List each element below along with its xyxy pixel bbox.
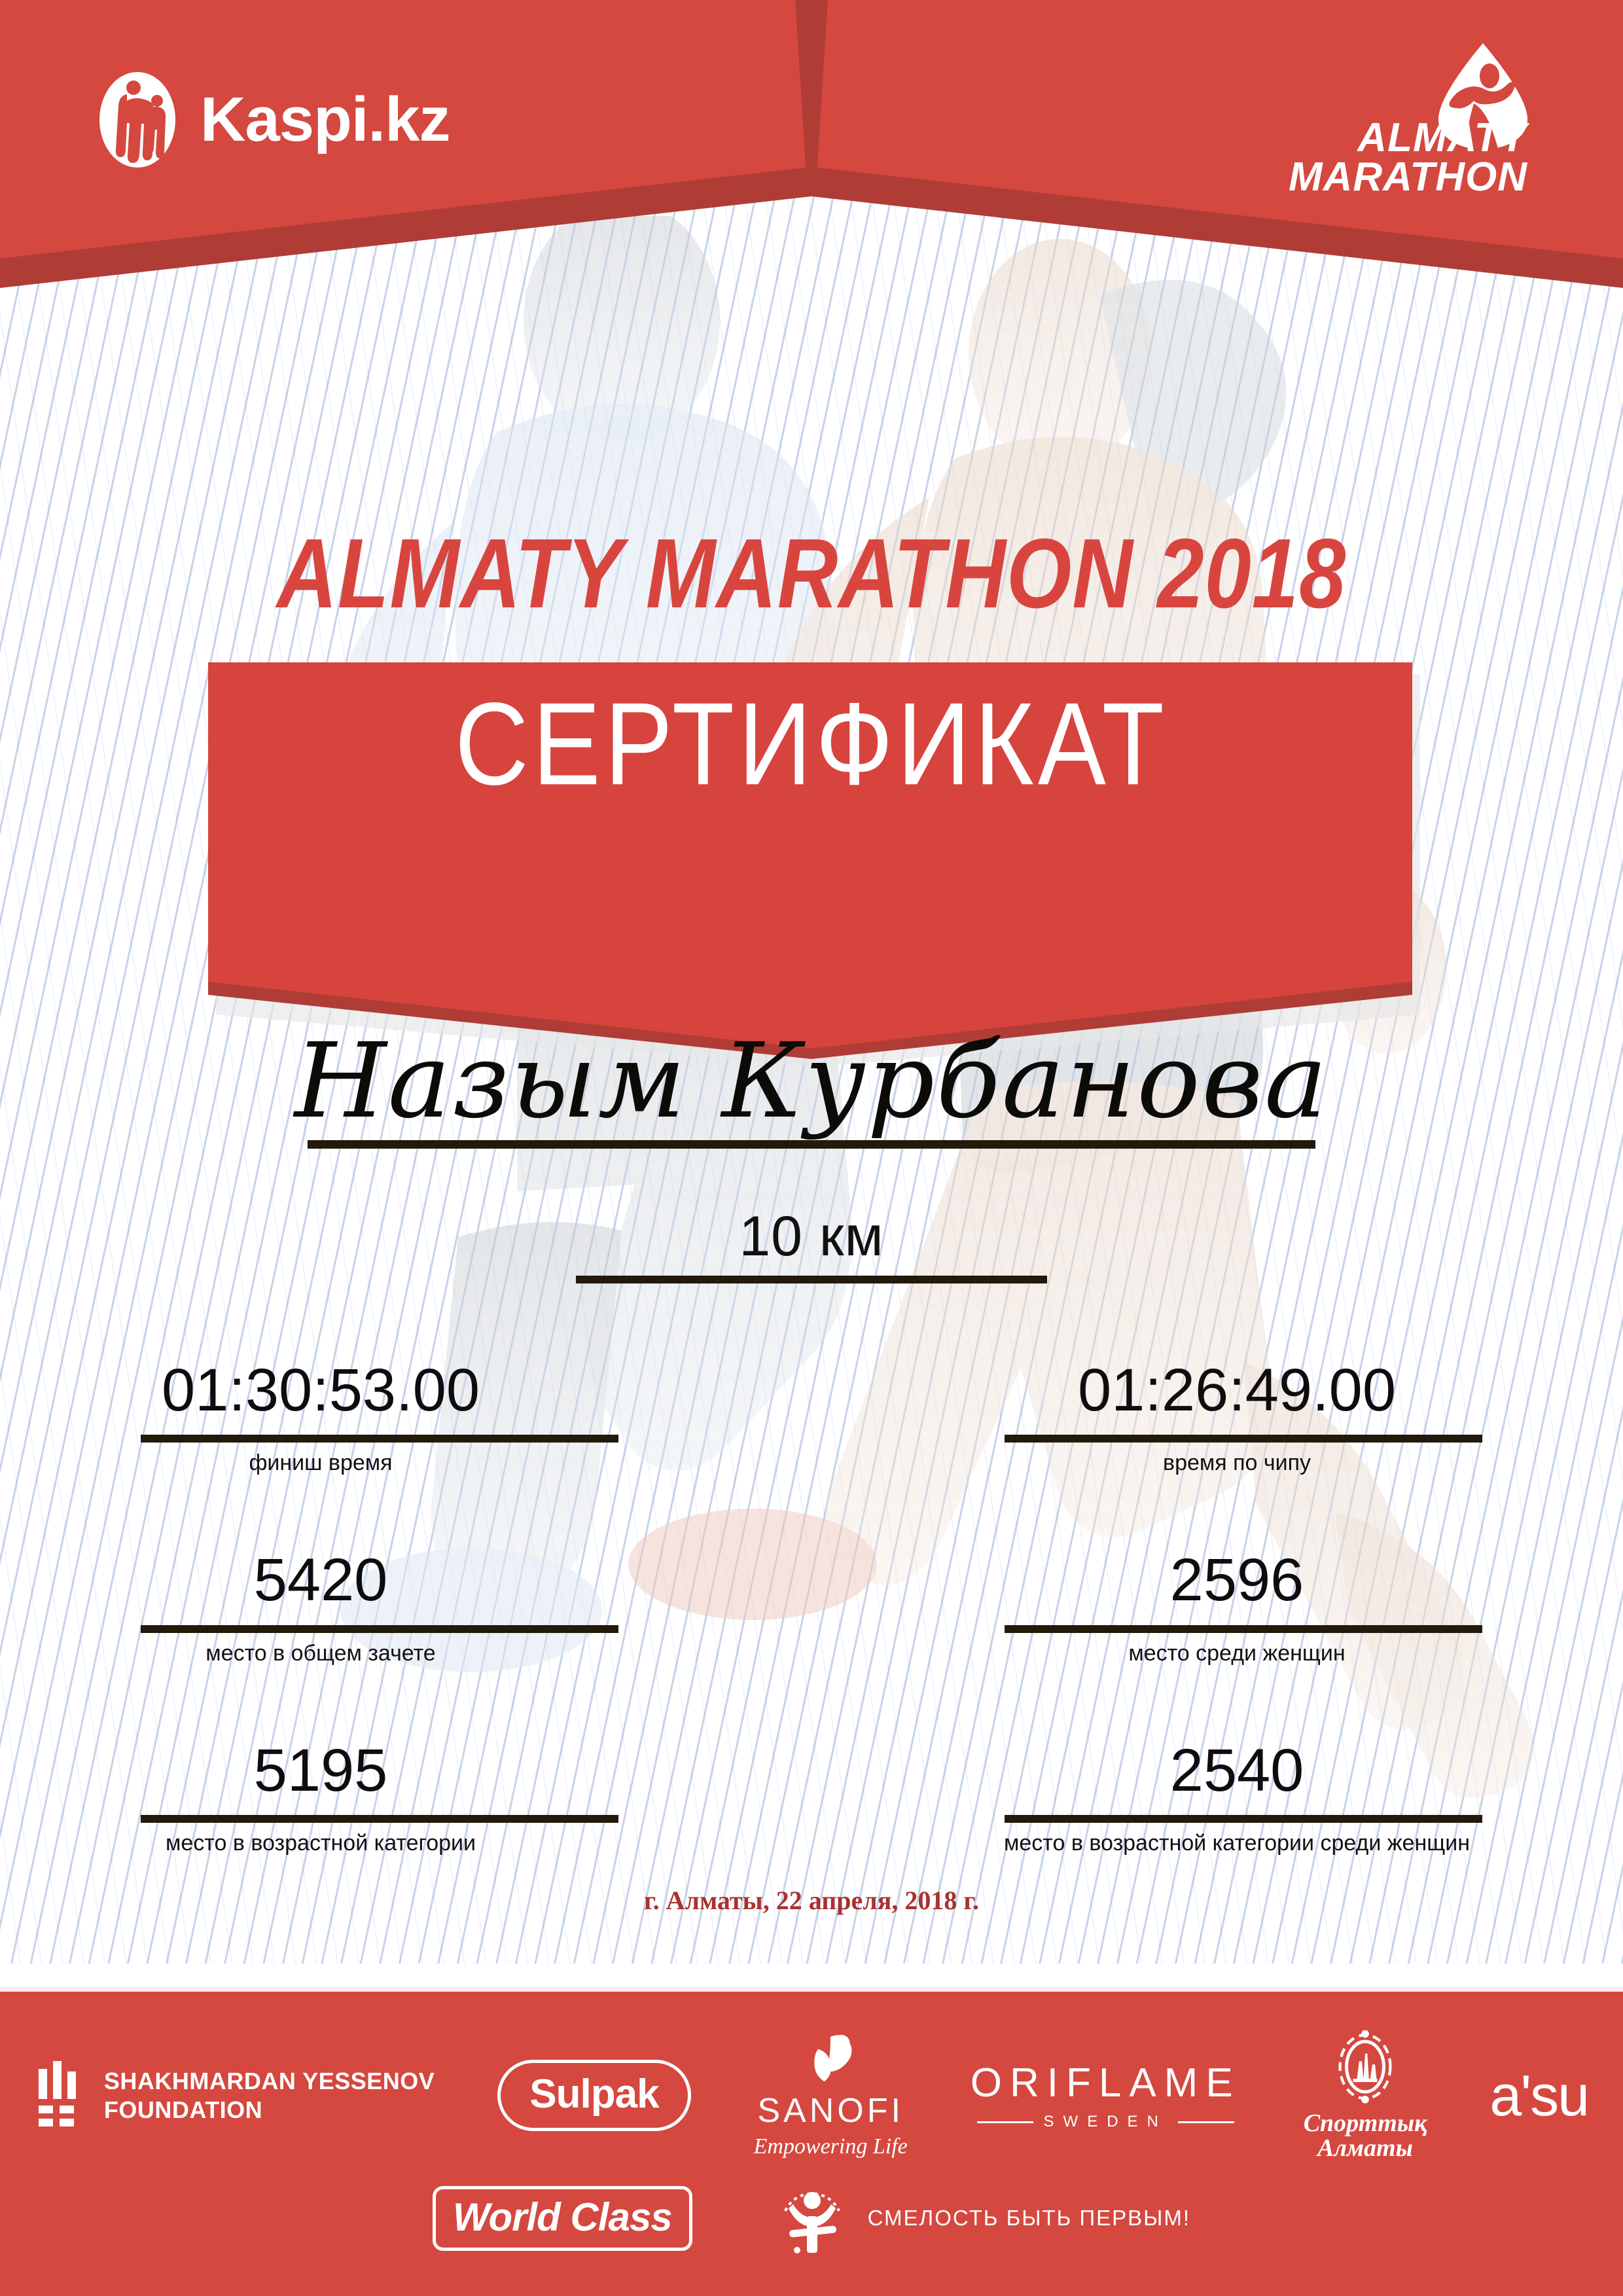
participant-name: Назым Курбанова	[294, 1021, 1329, 1141]
result-label: место в возрастной категории среди женщи…	[1004, 1831, 1470, 1856]
results-row-spacer	[0, 1476, 1623, 1548]
sponsor-row-2: World Class СМЕЛОСТЬ БЫТЬ ПЕРВЫМ!	[0, 2177, 1623, 2259]
almaty-marathon-logo: ALMATY MARATHON	[1245, 41, 1533, 204]
result-age-group-place: 5195 место в возрастной категории	[0, 1738, 812, 1856]
almaty-marathon-line1: ALMATY	[1357, 115, 1527, 160]
kaspi-logo: Kaspi.kz	[97, 71, 450, 169]
runner-drop-icon	[1433, 41, 1533, 159]
result-rule	[141, 1435, 618, 1443]
result-value: 2540	[1169, 1736, 1304, 1804]
sponsor-line1: SHAKHMARDAN YESSENOV	[103, 2067, 435, 2094]
result-label: место в общем зачете	[205, 1640, 436, 1666]
distance-rule	[576, 1276, 1047, 1283]
sponsor-line2: Алматы	[1317, 2134, 1413, 2162]
results-row: 5195 место в возрастной категории 2540 м…	[0, 1738, 1623, 1856]
sponsor-asu: a'su	[1489, 2062, 1590, 2129]
certificate-banner-shape	[0, 648, 1623, 1067]
sponsor-name: World Class	[432, 2185, 692, 2251]
result-value: 01:30:53.00	[161, 1357, 480, 1424]
sponsor-shakhmardan-yessenov-foundation: SHAKHMARDAN YESSENOV FOUNDATION	[35, 2060, 435, 2131]
sponsor-oriflame: ORIFLAME SWEDEN	[971, 2060, 1241, 2131]
result-overall-place: 5420 место в общем зачете	[0, 1547, 812, 1666]
sponsor-line2: СМЕЛОСТЬ БЫТЬ ПЕРВЫМ!	[867, 2206, 1191, 2231]
results-grid: 01:30:53.00 финиш время 01:26:49.00 врем…	[0, 1357, 1623, 1856]
sponsor-sulpak: Sulpak	[497, 2060, 691, 2131]
event-title: ALMATY MARATHON 2018	[276, 518, 1347, 630]
result-label: время по чипу	[1163, 1450, 1311, 1476]
results-row-spacer	[0, 1666, 1623, 1738]
result-age-group-women-place: 2540 место в возрастной категории среди …	[812, 1738, 1623, 1856]
sponsor-name: Sulpak	[497, 2060, 691, 2131]
result-women-place: 2596 место среди женщин	[812, 1547, 1623, 1666]
result-rule	[1005, 1815, 1482, 1823]
sponsor-row-1: SHAKHMARDAN YESSENOV FOUNDATION Sulpak	[0, 2030, 1623, 2161]
result-value: 5420	[253, 1547, 388, 1614]
results-row: 5420 место в общем зачете 2596 место сре…	[0, 1547, 1623, 1666]
date-and-place: г. Алматы, 22 апреля, 2018 г.	[643, 1886, 980, 1915]
result-value: 01:26:49.00	[1077, 1357, 1396, 1424]
almaty-marathon-text: ALMATY MARATHON	[1288, 115, 1527, 200]
sanofi-bird-icon	[806, 2035, 855, 2090]
sponsor-sanofi: SANOFI Empowering Life	[754, 2032, 908, 2159]
sponsor-footer: SHAKHMARDAN YESSENOV FOUNDATION Sulpak	[0, 1987, 1623, 2296]
result-value: 2596	[1169, 1547, 1304, 1614]
oriflame-rule-left	[976, 2121, 1033, 2123]
result-rule	[141, 1624, 618, 1633]
result-rule	[1005, 1624, 1482, 1633]
header-chevron-shape	[0, 0, 1623, 288]
sponsor-line1: ORIFLAME	[970, 2060, 1241, 2106]
result-label: место в возрастной категории	[166, 1831, 476, 1856]
sponsor-line1: Спорттық	[1303, 2109, 1427, 2137]
result-value: 5195	[253, 1736, 388, 1804]
sponsor-line1: SANOFI	[757, 2092, 904, 2130]
result-finish-time: 01:30:53.00 финиш время	[0, 1357, 812, 1476]
sponsor-line2-row: SWEDEN	[971, 2113, 1241, 2131]
sponsor-world-class: World Class	[432, 2185, 692, 2251]
oriflame-rule-right	[1177, 2121, 1234, 2123]
kaspi-logo-text: Kaspi.kz	[200, 84, 450, 154]
results-row: 01:30:53.00 финиш время 01:26:49.00 врем…	[0, 1357, 1623, 1476]
distance-value: 10 км	[739, 1205, 884, 1268]
sponsor-line2: FOUNDATION	[103, 2096, 263, 2123]
certificate-banner-label: СЕРТИФИКАТ	[455, 679, 1168, 810]
bars-grid-icon	[35, 2060, 87, 2131]
sponsor-name: a'su	[1489, 2062, 1590, 2128]
banner-polygon	[208, 662, 1420, 1067]
header-chevron	[0, 0, 1623, 367]
result-label: место среди женщин	[1128, 1640, 1346, 1666]
result-label: финиш время	[249, 1450, 393, 1476]
result-rule	[1005, 1435, 1482, 1443]
result-chip-time: 01:26:49.00 время по чипу	[812, 1357, 1623, 1476]
participant-name-rule	[308, 1139, 1315, 1149]
sponsor-bold-to-be-first-fund: СМЕЛОСТЬ БЫТЬ ПЕРВЫМ!	[771, 2177, 1190, 2259]
almaty-marathon-line2: MARATHON	[1288, 154, 1527, 200]
footer-divider	[0, 1987, 1623, 1992]
result-rule	[141, 1815, 618, 1823]
sponsor-sport-almaty: Спорттық Алматы	[1304, 2030, 1427, 2161]
sponsor-name: СМЕЛОСТЬ БЫТЬ ПЕРВЫМ!	[868, 2205, 1190, 2231]
participant-name-block: Назым Курбанова	[0, 1021, 1623, 1149]
almaty-emblem-icon	[1335, 2030, 1395, 2110]
sponsor-line2: Empowering Life	[753, 2134, 908, 2159]
sponsor-name: SHAKHMARDAN YESSENOV FOUNDATION	[104, 2067, 435, 2125]
raised-arms-figure-icon	[771, 2177, 853, 2259]
distance-block: 10 км	[0, 1204, 1623, 1283]
sponsor-line2: SWEDEN	[1043, 2113, 1168, 2130]
family-oval-icon	[97, 71, 178, 169]
